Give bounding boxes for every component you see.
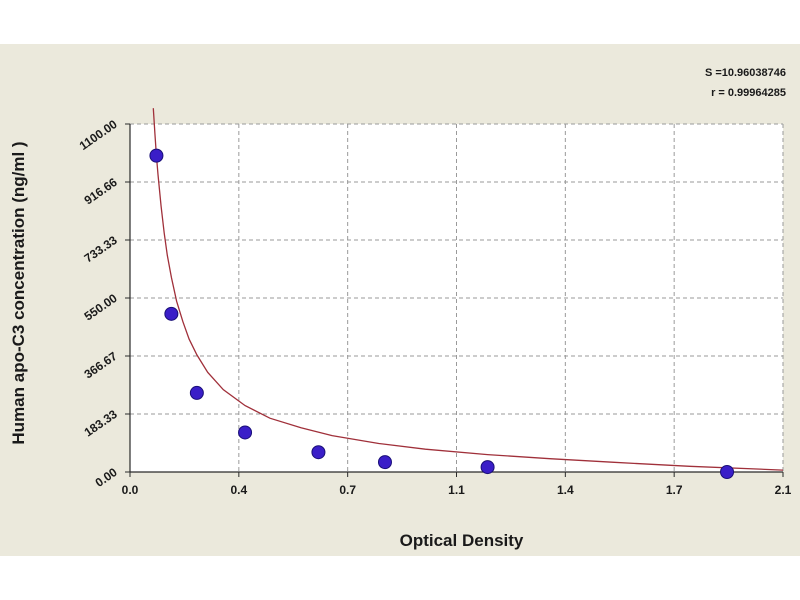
y-tick-label: 733.33 xyxy=(82,233,120,266)
y-tick-label: 916.66 xyxy=(82,175,120,208)
data-point xyxy=(480,460,495,475)
x-tick-label: 0.0 xyxy=(122,483,139,497)
x-tick-label: 1.1 xyxy=(448,483,465,497)
data-point xyxy=(189,385,204,400)
y-tick-label: 1100.00 xyxy=(77,117,120,153)
x-tick-label: 1.4 xyxy=(557,483,574,497)
data-point xyxy=(149,148,164,163)
y-tick-label: 550.00 xyxy=(82,291,120,324)
data-point xyxy=(720,465,735,479)
data-point xyxy=(311,445,326,460)
fit-r-annotation: r = 0.99964285 xyxy=(711,87,786,99)
chart-panel: 0.0 0.4 0.7 1.1 1.4 1.7 2.1 0.00 183.33 366.67 550… xyxy=(0,44,800,556)
x-tick-label: 2.1 xyxy=(775,483,792,497)
y-tick-label: 183.33 xyxy=(82,407,120,440)
data-point xyxy=(377,455,392,470)
data-point xyxy=(164,306,179,321)
x-tick-label: 0.4 xyxy=(230,483,247,497)
y-tick-label: 0.00 xyxy=(93,465,120,490)
chart-canvas: 0.0 0.4 0.7 1.1 1.4 1.7 2.1 0.00 183.33 366.67 550… xyxy=(9,67,792,550)
fit-s-annotation: S =10.96038746 xyxy=(705,67,786,79)
fit-curve-line xyxy=(152,108,783,471)
data-point xyxy=(238,425,253,440)
y-axis-title: Human apo-C3 concentration (ng/ml ) xyxy=(9,141,28,444)
y-tick-label: 366.67 xyxy=(82,349,120,382)
x-tick-label: 0.7 xyxy=(339,483,356,497)
x-axis-title: Optical Density xyxy=(400,531,524,550)
x-tick-label: 1.7 xyxy=(666,483,683,497)
